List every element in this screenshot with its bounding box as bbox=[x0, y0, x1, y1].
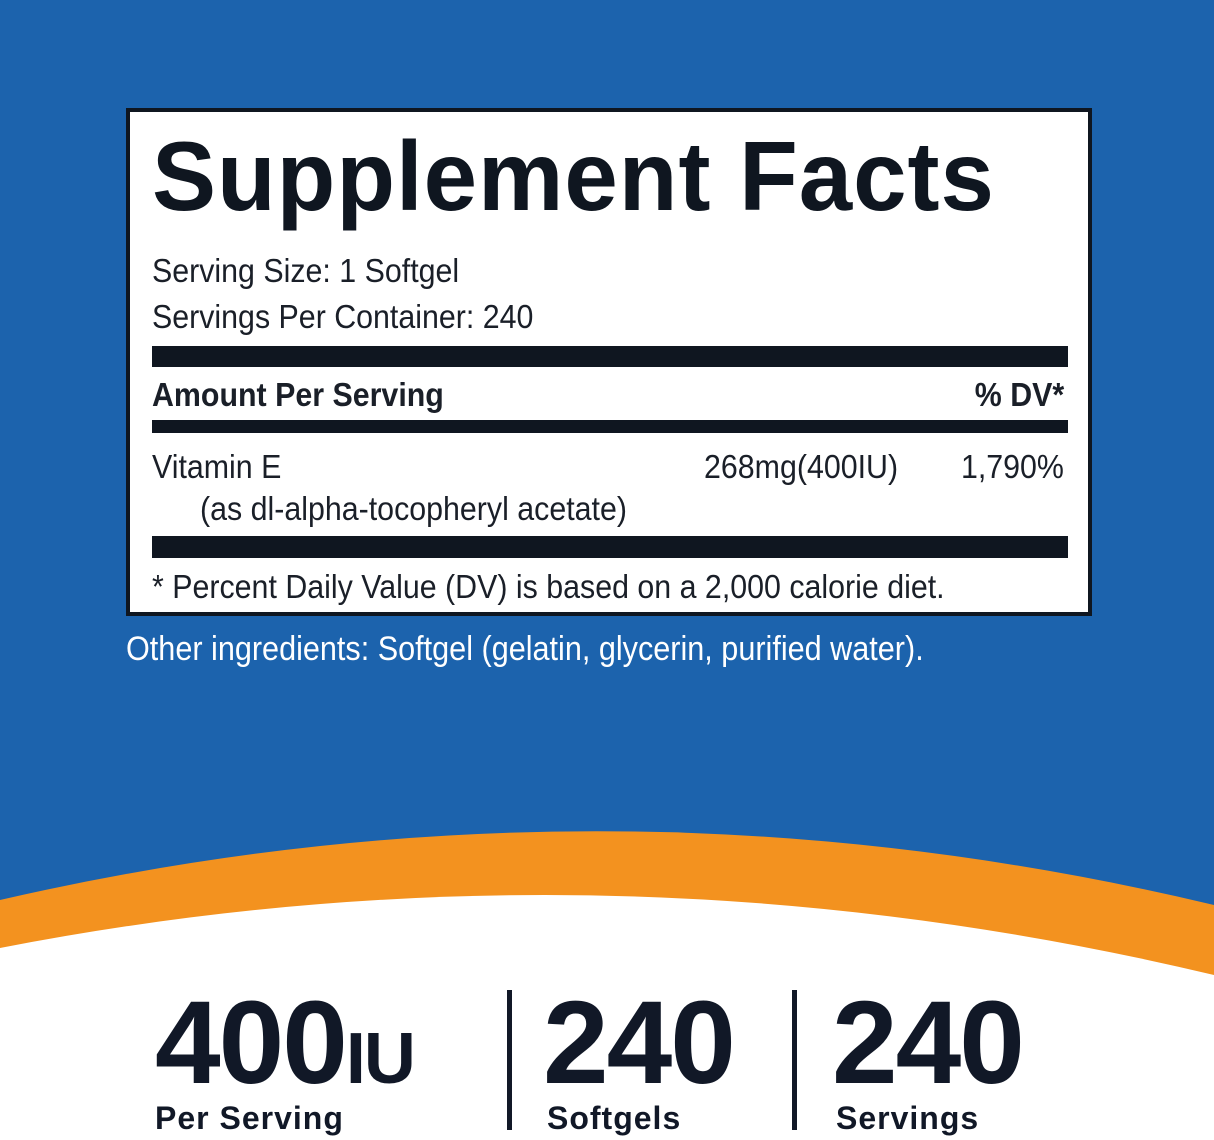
serving-size: Serving Size: 1 Softgel bbox=[152, 252, 460, 289]
nutrient-form: (as dl-alpha-tocopheryl acetate) bbox=[200, 490, 627, 527]
stat-value-servings: 240 bbox=[832, 977, 1025, 1109]
other-ingredients: Other ingredients: Softgel (gelatin, gly… bbox=[126, 630, 924, 668]
nutrient-dv: 1,790% bbox=[961, 448, 1064, 485]
amount-header: Amount Per Serving bbox=[152, 376, 444, 413]
facts-title: Supplement Facts bbox=[152, 121, 995, 231]
divider bbox=[152, 420, 1068, 433]
servings-per-container: Servings Per Container: 240 bbox=[152, 298, 534, 335]
stat-label-per-serving: Per Serving bbox=[155, 1100, 344, 1136]
white-area bbox=[0, 895, 1214, 1140]
divider-thick bbox=[152, 346, 1068, 367]
dv-header: % DV* bbox=[974, 376, 1064, 413]
nutrient-name: Vitamin E bbox=[152, 448, 282, 485]
stat-divider bbox=[507, 990, 512, 1130]
stat-value-softgels: 240 bbox=[543, 977, 736, 1109]
supplement-facts-panel: Supplement Facts Serving Size: 1 Softgel… bbox=[126, 108, 1092, 616]
stat-label-servings: Servings bbox=[836, 1100, 980, 1136]
stat-label-softgels: Softgels bbox=[547, 1100, 682, 1136]
stat-divider bbox=[792, 990, 797, 1130]
nutrient-amount: 268mg(400IU) bbox=[704, 448, 899, 485]
stat-value-per-serving: 400IU bbox=[155, 977, 416, 1109]
divider-thick bbox=[152, 536, 1068, 558]
footnote: * Percent Daily Value (DV) is based on a… bbox=[152, 568, 945, 605]
